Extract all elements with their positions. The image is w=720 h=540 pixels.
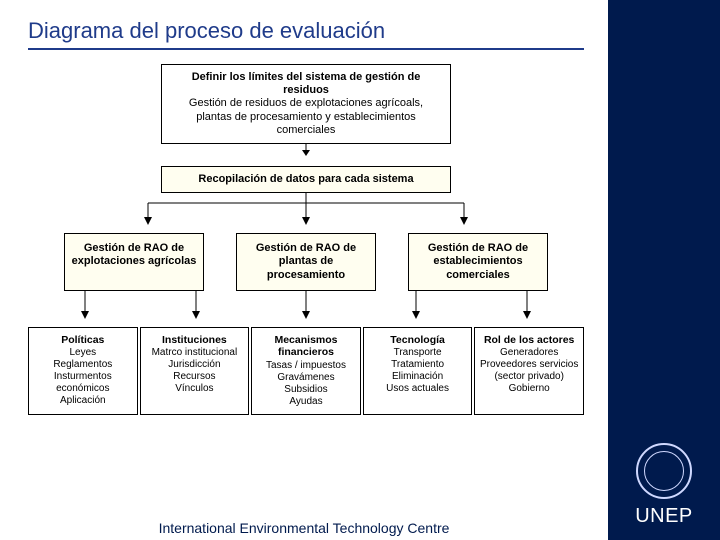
box-politicas: Políticas Leyes Reglamentos Insturmentos… <box>28 327 138 415</box>
box-data-collection: Recopilación de datos para cada sistema <box>161 166 451 193</box>
box-rao-comerciales: Gestión de RAO de establecimientos comer… <box>408 233 548 291</box>
page-title: Diagrama del proceso de evaluación <box>28 18 584 44</box>
cat-title: Rol de los actores <box>477 334 581 347</box>
footer-text: International Environmental Technology C… <box>0 520 608 536</box>
row-categories: Políticas Leyes Reglamentos Insturmentos… <box>28 327 584 415</box>
cat-item: Usos actuales <box>386 383 449 394</box>
cat-item: Proveedores servicios (sector privado) <box>480 359 578 382</box>
unep-logo-icon <box>636 443 692 499</box>
cat-item: Reglamentos <box>53 359 112 370</box>
cat-item: Vínculos <box>175 383 213 394</box>
box-rao-agricolas: Gestión de RAO de explotaciones agrícola… <box>64 233 204 291</box>
cat-item: Tratamiento <box>391 359 444 370</box>
cat-item: Insturmentos económicos <box>54 371 112 394</box>
title-rule <box>28 48 584 50</box>
cat-item: Gobierno <box>509 383 550 394</box>
unep-label: UNEP <box>635 505 693 528</box>
cat-item: Matrco institucional <box>152 347 238 358</box>
cat-title: Mecanismos financieros <box>254 334 358 359</box>
cat-item: Jurisdicción <box>168 359 220 370</box>
box1-body: Gestión de residuos de explotaciones agr… <box>189 97 423 135</box>
arrow-down-icon <box>296 144 316 156</box>
cat-item: Gravámenes <box>277 372 334 383</box>
box-tecnologia: Tecnología Transporte Tratamiento Elimin… <box>363 327 473 415</box>
sidebar: UNEP <box>608 0 720 540</box>
cat-item: Generadores <box>500 347 558 358</box>
box-mecanismos: Mecanismos financieros Tasas / impuestos… <box>251 327 361 415</box>
cat-item: Transporte <box>394 347 442 358</box>
cat-title: Tecnología <box>366 334 470 347</box>
box-define-limits: Definir los límites del sistema de gesti… <box>161 64 451 144</box>
cat-item: Ayudas <box>289 396 322 407</box>
box-rao-procesamiento: Gestión de RAO de plantas de procesamien… <box>236 233 376 291</box>
cat-item: Subsidios <box>284 384 327 395</box>
box-rol-actores: Rol de los actores Generadores Proveedor… <box>474 327 584 415</box>
cat-item: Eliminación <box>392 371 443 382</box>
cat-item: Leyes <box>69 347 96 358</box>
box-instituciones: Instituciones Matrco institucional Juris… <box>140 327 250 415</box>
fan-out-connector-2 <box>30 291 582 321</box>
cat-item: Aplicación <box>60 395 106 406</box>
row-rao-systems: Gestión de RAO de explotaciones agrícola… <box>28 233 584 291</box>
cat-title: Instituciones <box>143 334 247 347</box>
cat-item: Recursos <box>173 371 215 382</box>
cat-title: Políticas <box>31 334 135 347</box>
fan-out-connector <box>126 193 486 227</box>
box1-title: Definir los límites del sistema de gesti… <box>192 71 421 96</box>
cat-item: Tasas / impuestos <box>266 360 346 371</box>
